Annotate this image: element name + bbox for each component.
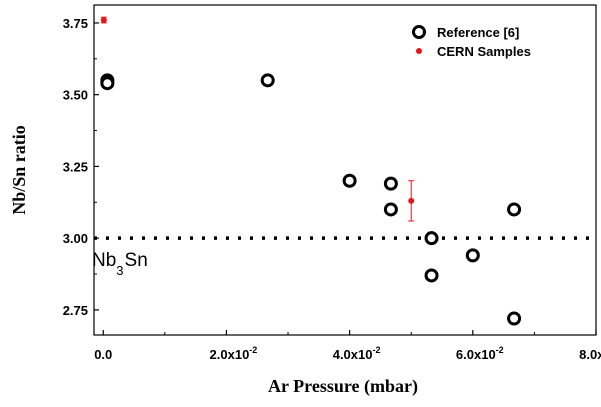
y-tick-label: 3.00 [63, 231, 88, 246]
reference-data-point [100, 76, 115, 91]
reference-data-point [507, 311, 522, 326]
reference-line-label: Nb3Sn [92, 250, 148, 278]
y-tick-label: 3.75 [63, 16, 88, 31]
plot-frame [93, 4, 597, 336]
legend: Reference [6] CERN Samples [412, 25, 531, 59]
reference-label-main: Nb [92, 250, 116, 271]
legend-label-cern: CERN Samples [437, 44, 531, 59]
reference-data-point [507, 202, 522, 217]
y-axis-title: Nb/Sn ratio [9, 125, 29, 215]
y-tick-label: 2.75 [63, 303, 88, 318]
reference-data-point [465, 248, 480, 263]
legend-marker-reference [412, 25, 426, 39]
x-tick-label: 2.0x10-2 [210, 345, 258, 362]
reference-data-point [383, 176, 398, 191]
reference-label-subscript: 3 [116, 263, 123, 278]
reference-data-point [424, 268, 439, 283]
y-tick-label: 3.50 [63, 88, 88, 103]
y-tick-label: 3.25 [63, 159, 88, 174]
cern-data-point [100, 17, 107, 24]
x-tick-label: 8.0x10-2 [579, 345, 601, 362]
legend-marker-cern [416, 48, 422, 54]
reference-data-point [342, 173, 357, 188]
reference-data-point [260, 73, 275, 88]
reference-data-point [424, 231, 439, 246]
x-tick-label: 6.0x10-2 [456, 345, 504, 362]
x-tick-label: 0.0 [94, 347, 112, 362]
x-axis-title: Ar Pressure (mbar) [268, 376, 418, 397]
svg-text:Nb3Sn: Nb3Sn [92, 250, 148, 278]
cern-data-point [408, 197, 415, 204]
reference-data-point [383, 202, 398, 217]
reference-label-suffix: Sn [125, 250, 148, 271]
x-tick-label: 4.0x10-2 [333, 345, 381, 362]
legend-label-reference: Reference [6] [437, 25, 519, 40]
